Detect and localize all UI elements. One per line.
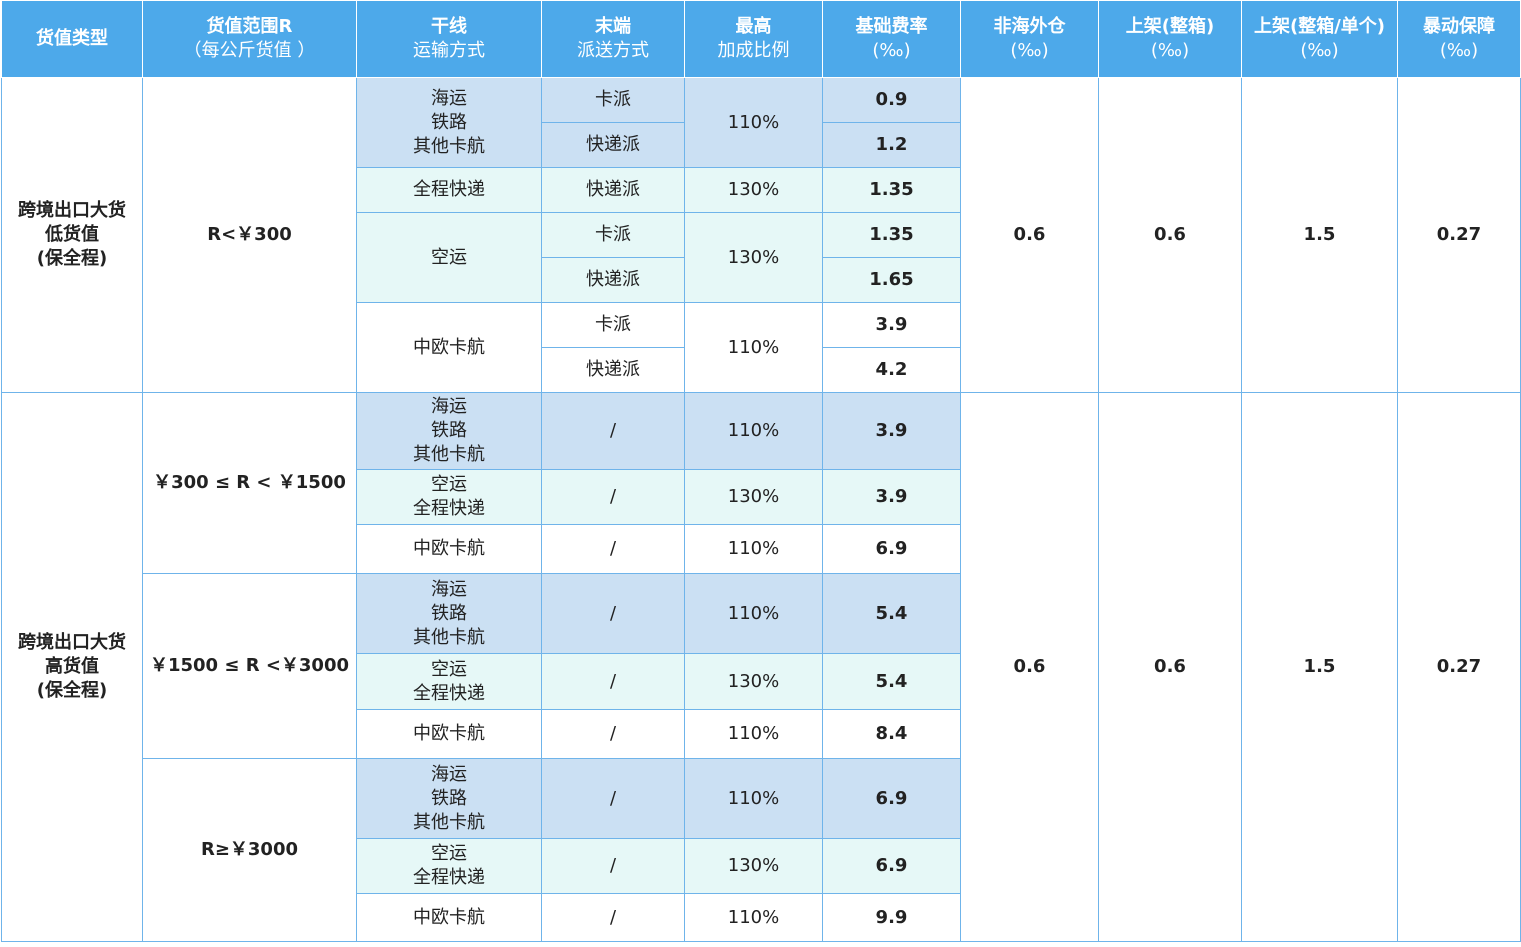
header-shelf-unit: 上架(整箱/单个) (‰) xyxy=(1241,0,1398,78)
markup-cell: 110% xyxy=(684,392,823,470)
last-mile-cell: / xyxy=(541,653,685,710)
shelf-unit-high: 1.5 xyxy=(1241,392,1398,942)
value-range-cell: R≥￥3000 xyxy=(142,758,357,942)
header-range: 货值范围R （每公斤货值 ） xyxy=(142,0,357,78)
last-mile-cell: 卡派 xyxy=(541,302,685,348)
trunk-cell: 海运 铁路 其他卡航 xyxy=(356,758,542,839)
header-non-overseas: 非海外仓 (‰) xyxy=(960,0,1099,78)
header-shelf-box: 上架(整箱) (‰) xyxy=(1098,0,1242,78)
trunk-cell: 海运 铁路 其他卡航 xyxy=(356,573,542,654)
markup-cell: 110% xyxy=(684,573,823,654)
base-rate-cell: 4.2 xyxy=(822,347,961,393)
value-range-cell: ￥1500 ≤ R <￥3000 xyxy=(142,573,357,759)
last-mile-cell: 快递派 xyxy=(541,167,685,213)
table-row: 快递派 1.2 xyxy=(2,122,1521,168)
value-range-cell: ￥300 ≤ R < ￥1500 xyxy=(142,392,357,574)
header-trunk: 干线 运输方式 xyxy=(356,0,542,78)
markup-cell: 130% xyxy=(684,469,823,525)
header-markup: 最高 加成比例 xyxy=(684,0,823,78)
table-row: 空运 全程快递 / 130% 6.9 xyxy=(2,838,1521,894)
trunk-cell: 海运 铁路 其他卡航 xyxy=(356,77,542,168)
base-rate-cell: 1.65 xyxy=(822,257,961,303)
trunk-cell: 中欧卡航 xyxy=(356,893,542,942)
last-mile-cell: 卡派 xyxy=(541,77,685,123)
base-rate-cell: 1.35 xyxy=(822,167,961,213)
trunk-cell: 空运 全程快递 xyxy=(356,838,542,894)
base-rate-cell: 6.9 xyxy=(822,838,961,894)
markup-cell: 110% xyxy=(684,709,823,759)
trunk-cell: 空运 全程快递 xyxy=(356,469,542,525)
base-rate-cell: 3.9 xyxy=(822,469,961,525)
shelf-unit-low: 1.5 xyxy=(1241,77,1398,393)
base-rate-cell: 6.9 xyxy=(822,524,961,574)
cargo-type-high: 跨境出口大货 高货值 (保全程) xyxy=(1,392,143,942)
trunk-cell: 空运 全程快递 xyxy=(356,653,542,710)
base-rate-cell: 9.9 xyxy=(822,893,961,942)
last-mile-cell: 卡派 xyxy=(541,212,685,258)
shelf-box-high: 0.6 xyxy=(1098,392,1242,942)
table-row: 中欧卡航 / 110% 6.9 xyxy=(2,524,1521,574)
non-overseas-high: 0.6 xyxy=(960,392,1099,942)
base-rate-cell: 3.9 xyxy=(822,392,961,470)
markup-cell: 110% xyxy=(684,302,823,393)
shelf-box-low: 0.6 xyxy=(1098,77,1242,393)
table-row: 中欧卡航 / 110% 8.4 xyxy=(2,709,1521,759)
non-overseas-low: 0.6 xyxy=(960,77,1099,393)
trunk-cell: 空运 xyxy=(356,212,542,303)
markup-cell: 130% xyxy=(684,838,823,894)
trunk-cell: 中欧卡航 xyxy=(356,524,542,574)
markup-cell: 110% xyxy=(684,758,823,839)
trunk-cell: 中欧卡航 xyxy=(356,709,542,759)
table-row: R≥￥3000 海运 铁路 其他卡航 / 110% 6.9 xyxy=(2,758,1521,942)
table-row: 跨境出口大货 高货值 (保全程) ￥300 ≤ R < ￥1500 海运 铁路 … xyxy=(1,392,1521,942)
last-mile-cell: 快递派 xyxy=(541,122,685,168)
cargo-type-low: 跨境出口大货 低货值 (保全程) xyxy=(1,77,143,393)
base-rate-cell: 3.9 xyxy=(822,302,961,348)
trunk-cell: 海运 铁路 其他卡航 xyxy=(356,392,542,470)
base-rate-cell: 8.4 xyxy=(822,709,961,759)
last-mile-cell: 快递派 xyxy=(541,257,685,303)
riot-high: 0.27 xyxy=(1397,392,1521,942)
table-row: 中欧卡航 卡派 110% 3.9 xyxy=(2,302,1521,393)
value-range-low: R<￥300 xyxy=(142,77,357,393)
last-mile-cell: / xyxy=(541,758,685,839)
last-mile-cell: / xyxy=(541,469,685,525)
table-row: 中欧卡航 / 110% 9.9 xyxy=(2,893,1521,942)
base-rate-cell: 1.2 xyxy=(822,122,961,168)
last-mile-cell: / xyxy=(541,893,685,942)
markup-cell: 130% xyxy=(684,212,823,303)
base-rate-cell: 5.4 xyxy=(822,573,961,654)
header-riot: 暴动保障 (‰) xyxy=(1397,0,1521,78)
base-rate-cell: 1.35 xyxy=(822,212,961,258)
last-mile-cell: / xyxy=(541,838,685,894)
trunk-cell: 中欧卡航 xyxy=(356,302,542,393)
riot-low: 0.27 xyxy=(1397,77,1521,393)
last-mile-cell: / xyxy=(541,524,685,574)
table-row: 快递派 1.65 xyxy=(2,257,1521,303)
table-row: 空运 全程快递 / 130% 3.9 xyxy=(2,469,1521,525)
header-type: 货值类型 xyxy=(1,0,143,78)
header-row: 货值类型 货值范围R （每公斤货值 ） 干线 运输方式 末端 派送方式 最高 加成比例 … xyxy=(1,0,1521,78)
base-rate-cell: 5.4 xyxy=(822,653,961,710)
markup-cell: 130% xyxy=(684,167,823,213)
markup-cell: 130% xyxy=(684,653,823,710)
last-mile-cell: / xyxy=(541,392,685,470)
header-base-rate: 基础费率 (‰) xyxy=(822,0,961,78)
markup-cell: 110% xyxy=(684,893,823,942)
table-row: ￥1500 ≤ R <￥3000 海运 铁路 其他卡航 / 110% 5.4 xyxy=(2,573,1521,759)
header-last-mile: 末端 派送方式 xyxy=(541,0,685,78)
last-mile-cell: 快递派 xyxy=(541,347,685,393)
markup-cell: 110% xyxy=(684,77,823,168)
table-row: 空运 卡派 130% 1.35 xyxy=(2,212,1521,303)
table-row: 全程快递 快递派 130% 1.35 xyxy=(2,167,1521,213)
trunk-cell: 全程快递 xyxy=(356,167,542,213)
last-mile-cell: / xyxy=(541,709,685,759)
markup-cell: 110% xyxy=(684,524,823,574)
base-rate-cell: 0.9 xyxy=(822,77,961,123)
table-row: 跨境出口大货 低货值 (保全程) R<￥300 海运 铁路 其他卡航 卡派 11… xyxy=(1,77,1521,393)
last-mile-cell: / xyxy=(541,573,685,654)
base-rate-cell: 6.9 xyxy=(822,758,961,839)
